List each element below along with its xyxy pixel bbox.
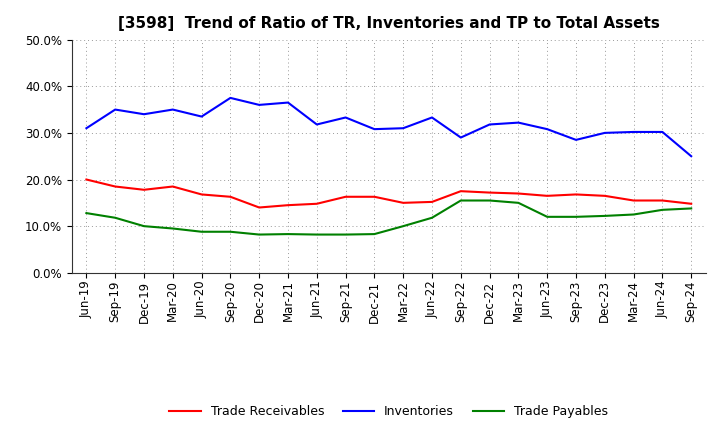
Inventories [456,135,465,140]
Trade Payables [82,210,91,216]
Trade Receivables [168,184,177,189]
Inventories [341,115,350,120]
Trade Receivables [485,190,494,195]
Inventories [428,115,436,120]
Trade Payables [197,229,206,235]
Trade Receivables [226,194,235,199]
Line: Trade Receivables: Trade Receivables [86,180,691,208]
Trade Payables [428,215,436,220]
Trade Payables [111,215,120,220]
Trade Receivables [399,200,408,205]
Trade Payables [226,229,235,235]
Trade Payables [399,224,408,229]
Inventories [514,120,523,125]
Trade Receivables [428,199,436,205]
Trade Payables [687,206,696,211]
Trade Receivables [255,205,264,210]
Trade Receivables [572,192,580,197]
Trade Receivables [370,194,379,199]
Trade Payables [485,198,494,203]
Trade Payables [543,214,552,220]
Trade Receivables [629,198,638,203]
Trade Payables [168,226,177,231]
Inventories [629,129,638,135]
Legend: Trade Receivables, Inventories, Trade Payables: Trade Receivables, Inventories, Trade Pa… [164,400,613,423]
Trade Receivables [312,201,321,206]
Inventories [82,125,91,131]
Trade Receivables [284,202,292,208]
Inventories [226,95,235,100]
Trade Receivables [514,191,523,196]
Inventories [658,129,667,135]
Inventories [399,125,408,131]
Inventories [255,102,264,107]
Trade Payables [140,224,148,229]
Inventories [111,107,120,112]
Inventories [600,130,609,136]
Inventories [284,100,292,105]
Inventories [687,154,696,159]
Trade Payables [341,232,350,237]
Trade Receivables [543,193,552,198]
Trade Receivables [341,194,350,199]
Trade Payables [629,212,638,217]
Trade Payables [572,214,580,220]
Inventories [370,127,379,132]
Inventories [168,107,177,112]
Trade Payables [456,198,465,203]
Trade Receivables [197,192,206,197]
Trade Receivables [687,201,696,206]
Inventories [543,127,552,132]
Trade Payables [370,231,379,237]
Title: [3598]  Trend of Ratio of TR, Inventories and TP to Total Assets: [3598] Trend of Ratio of TR, Inventories… [118,16,660,32]
Inventories [312,122,321,127]
Trade Payables [658,207,667,213]
Trade Payables [514,200,523,205]
Trade Receivables [456,188,465,194]
Trade Receivables [140,187,148,192]
Trade Receivables [658,198,667,203]
Inventories [572,137,580,143]
Trade Payables [255,232,264,237]
Inventories [485,122,494,127]
Trade Receivables [600,193,609,198]
Trade Payables [312,232,321,237]
Inventories [140,112,148,117]
Trade Payables [600,213,609,219]
Inventories [197,114,206,119]
Line: Inventories: Inventories [86,98,691,156]
Trade Payables [284,231,292,237]
Trade Receivables [82,177,91,182]
Trade Receivables [111,184,120,189]
Line: Trade Payables: Trade Payables [86,201,691,235]
